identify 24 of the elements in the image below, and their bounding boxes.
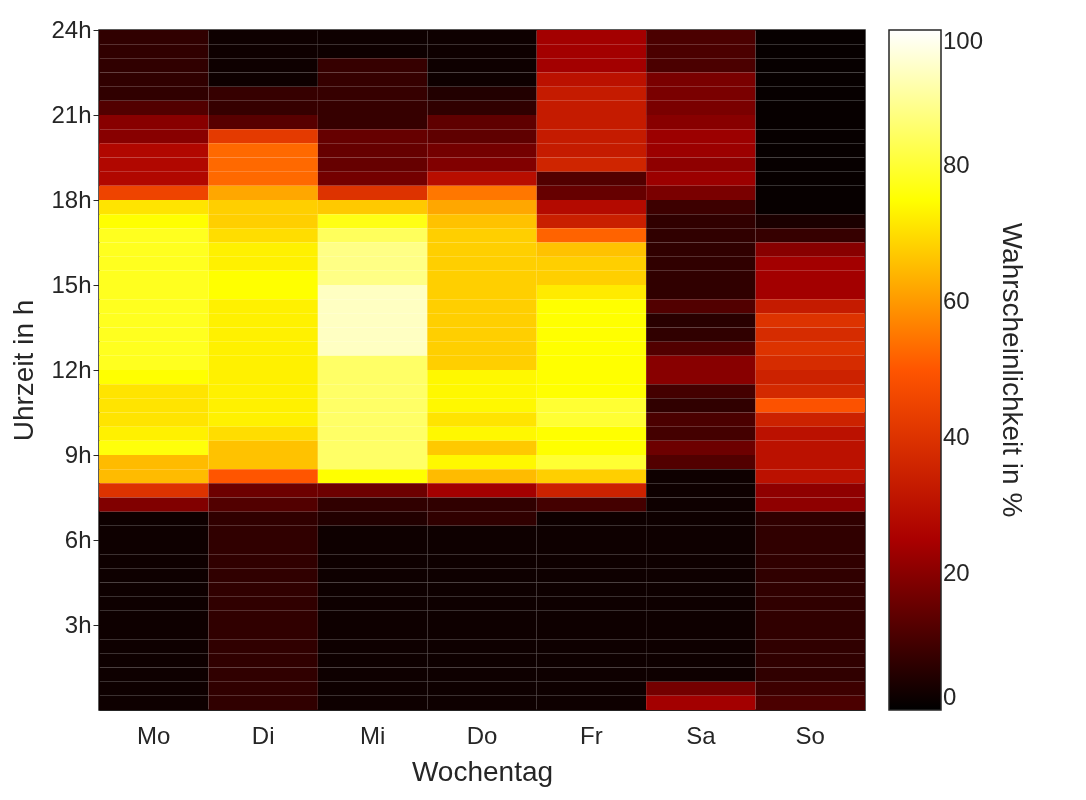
x-tick-label: So <box>795 721 825 749</box>
x-tick-label: Sa <box>686 721 717 749</box>
y-axis-title: Uhrzeit in h <box>8 299 40 442</box>
x-tick-label: Di <box>251 721 275 749</box>
y-tick-label: 15h <box>51 270 92 298</box>
y-tick-label: 9h <box>64 440 92 468</box>
color-bar-label: 0 <box>943 683 957 710</box>
y-tick-label: 24h <box>51 15 92 43</box>
color-bar-label: 60 <box>943 287 970 314</box>
y-tick-label: 3h <box>64 610 92 638</box>
y-tick-label: 6h <box>64 525 92 553</box>
y-tick-label: 21h <box>51 100 92 128</box>
x-tick-label: Fr <box>580 721 603 749</box>
x-axis-title: Wochentag <box>411 755 554 787</box>
y-tick-label: 12h <box>51 355 92 383</box>
y-tick-label: 18h <box>51 185 92 213</box>
color-bar-label: 100 <box>943 27 984 54</box>
color-bar-label: 80 <box>943 151 970 178</box>
x-tick-label: Do <box>466 721 498 749</box>
x-tick-label: Mo <box>137 721 171 749</box>
color-bar-label: 20 <box>943 559 970 586</box>
color-bar-label: 40 <box>943 423 970 450</box>
color-bar-title: Wahrscheinlichkeit in % <box>997 222 1028 518</box>
x-tick-label: Mi <box>359 721 386 749</box>
